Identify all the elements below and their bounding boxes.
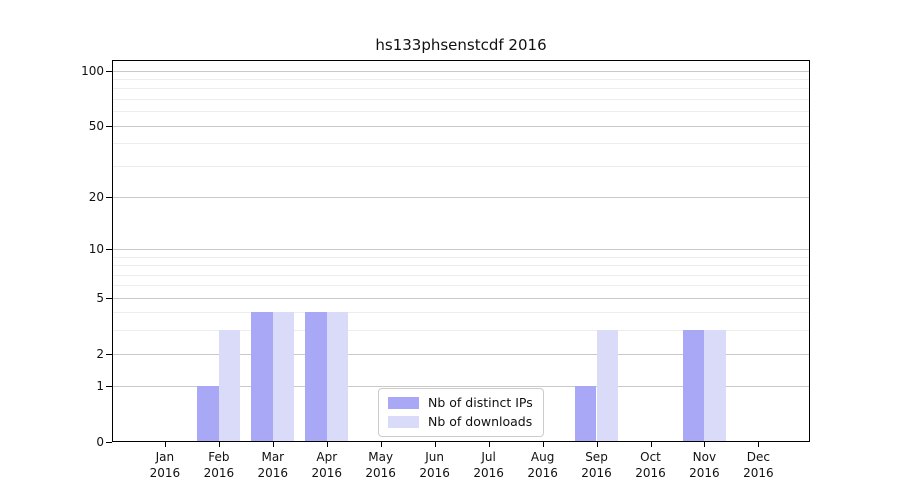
y-tick-mark <box>106 442 112 443</box>
x-tick-mark <box>596 442 598 447</box>
bar-distinct-ips-apr <box>305 312 327 442</box>
x-tick-label: Jul 2016 <box>473 450 504 480</box>
y-tick-mark <box>106 125 112 127</box>
x-tick-label: Mar 2016 <box>257 450 289 480</box>
x-tick-label: Nov 2016 <box>689 450 720 480</box>
legend-swatch-distinct-ips <box>388 397 419 409</box>
y-tick-label: 10 <box>88 242 104 256</box>
x-tick-label: May 2016 <box>365 450 396 480</box>
x-tick-mark <box>650 442 652 447</box>
y-tick-label: 1 <box>96 379 104 394</box>
bar-downloads-sep <box>596 330 619 442</box>
gridline-minor <box>113 78 810 80</box>
x-tick-mark <box>326 442 328 447</box>
x-tick-mark <box>164 442 166 447</box>
x-tick-label: Dec 2016 <box>743 450 774 480</box>
y-tick-mark <box>106 353 112 355</box>
x-tick-label: Aug 2016 <box>527 450 558 480</box>
x-tick-mark <box>272 442 274 447</box>
y-tick-label: 5 <box>96 290 104 305</box>
gridline-major <box>113 386 810 388</box>
gridline-minor <box>113 88 810 90</box>
y-tick-mark <box>106 249 112 250</box>
gridline-minor <box>113 143 810 145</box>
legend-item-downloads: Nb of downloads <box>388 415 533 429</box>
x-tick-mark <box>758 442 760 447</box>
y-tick-label: 2 <box>96 346 104 361</box>
gridline-major <box>113 125 810 127</box>
y-tick-mark <box>106 196 112 198</box>
x-tick-mark <box>380 442 382 447</box>
gridline-minor <box>113 265 810 267</box>
legend-label-distinct-ips: Nb of distinct IPs <box>428 395 533 410</box>
bar-downloads-mar <box>272 312 295 442</box>
x-tick-label: Jun 2016 <box>419 450 450 480</box>
legend-swatch-downloads <box>388 416 419 428</box>
gridline-minor <box>113 111 810 113</box>
gridline-minor <box>113 312 810 314</box>
y-tick-mark <box>106 70 112 72</box>
legend-label-downloads: Nb of downloads <box>428 414 533 429</box>
bar-distinct-ips-mar <box>251 312 273 442</box>
gridline-minor <box>113 165 810 167</box>
y-tick-label: 100 <box>81 63 104 78</box>
bar-downloads-feb <box>218 330 241 442</box>
x-tick-label: Feb 2016 <box>203 450 235 480</box>
gridline-minor <box>113 274 810 276</box>
gridline-minor <box>113 285 810 287</box>
x-tick-mark <box>434 442 436 447</box>
x-tick-label: Apr 2016 <box>311 450 343 480</box>
x-tick-label: Sep 2016 <box>581 450 612 480</box>
bar-downloads-apr <box>326 312 349 442</box>
x-tick-mark <box>542 442 544 447</box>
gridline-major <box>113 70 810 72</box>
chart-title: hs133phsenstcdf 2016 <box>375 36 547 54</box>
gridline-minor <box>113 256 810 258</box>
gridline-major <box>113 196 810 198</box>
bar-distinct-ips-feb <box>197 386 219 442</box>
legend: Nb of distinct IPs Nb of downloads <box>378 388 544 437</box>
x-tick-mark <box>218 442 220 447</box>
gridline-minor <box>113 330 810 332</box>
x-tick-label: Jan 2016 <box>149 450 181 480</box>
legend-item-distinct-ips: Nb of distinct IPs <box>388 396 533 410</box>
bar-downloads-nov <box>704 330 726 442</box>
gridline-major <box>113 353 810 355</box>
gridline-major <box>113 297 810 299</box>
x-tick-mark <box>704 442 706 447</box>
x-tick-label: Oct 2016 <box>635 450 666 480</box>
y-tick-mark <box>106 297 112 299</box>
bar-distinct-ips-sep <box>574 386 597 442</box>
y-tick-label: 50 <box>88 118 104 133</box>
bar-distinct-ips-nov <box>682 330 705 442</box>
x-tick-mark <box>488 442 490 447</box>
gridline-major <box>113 249 810 250</box>
y-tick-mark <box>106 386 112 388</box>
y-tick-label: 0 <box>96 435 104 449</box>
y-tick-label: 20 <box>88 189 104 204</box>
gridline-minor <box>113 98 810 100</box>
